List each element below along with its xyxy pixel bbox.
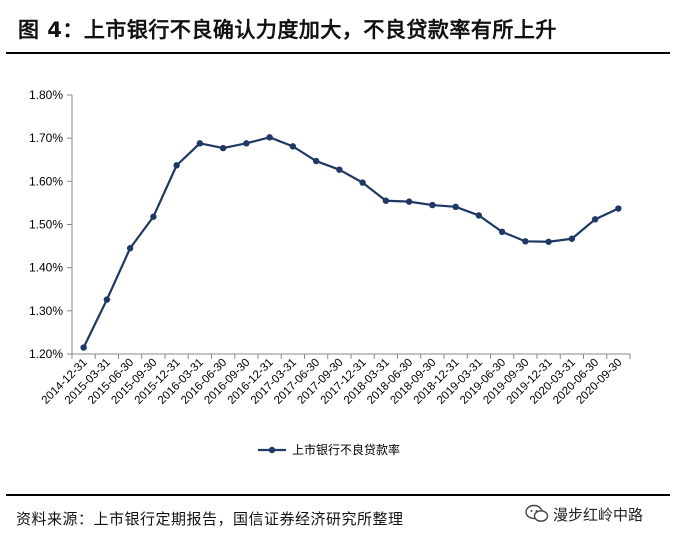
y-tick-label: 1.20% — [29, 347, 63, 361]
title-bar: 图 4：上市银行不良确认力度加大，不良贷款率有所上升 — [0, 0, 676, 54]
y-tick-label: 1.40% — [29, 261, 63, 275]
chart-title: 图 4：上市银行不良确认力度加大，不良贷款率有所上升 — [18, 18, 557, 42]
y-tick-label: 1.50% — [29, 218, 63, 232]
source-note: 资料来源：上市银行定期报告，国信证券经济研究所整理 — [16, 510, 404, 528]
data-point — [289, 143, 297, 150]
data-point — [498, 228, 506, 236]
watermark: 漫步红岭中路 — [525, 502, 643, 526]
y-tick-label: 1.30% — [29, 304, 63, 318]
data-point — [405, 198, 413, 205]
data-point — [382, 197, 390, 204]
data-point — [615, 205, 622, 212]
data-point — [126, 245, 134, 252]
line-chart: 1.20%1.30%1.40%1.50%1.60%1.70%1.80%2014-… — [29, 88, 631, 457]
data-point — [568, 235, 576, 242]
footer-divider — [6, 494, 670, 496]
data-point — [591, 216, 599, 223]
data-point — [173, 162, 180, 169]
data-point — [312, 157, 320, 165]
data-point — [429, 201, 436, 209]
series-line — [82, 136, 619, 349]
data-point — [359, 179, 366, 186]
chart-area: 1.20% 1.30% 1.40% 1.50% 1.60% 1.70% 1.80% 2014-… — [0, 56, 676, 492]
y-tick-label: 1.70% — [29, 131, 63, 145]
watermark-text: 漫步红岭中路 — [553, 505, 644, 524]
data-point — [103, 296, 111, 303]
data-point — [196, 140, 204, 147]
data-point — [452, 203, 459, 211]
legend-marker — [268, 446, 276, 454]
data-point — [219, 144, 227, 152]
data-point — [150, 213, 157, 220]
data-point — [522, 238, 529, 245]
legend-label: 上市银行不良贷款率 — [292, 442, 400, 457]
data-point — [266, 134, 273, 141]
data-point — [475, 212, 483, 219]
data-point — [243, 140, 250, 147]
data-point — [80, 344, 87, 351]
wechat-icon — [525, 504, 549, 522]
data-point — [545, 238, 552, 245]
title-divider — [6, 52, 670, 54]
y-tick-label: 1.80% — [29, 88, 63, 102]
data-point — [336, 166, 343, 173]
y-tick-label: 1.60% — [29, 174, 63, 188]
